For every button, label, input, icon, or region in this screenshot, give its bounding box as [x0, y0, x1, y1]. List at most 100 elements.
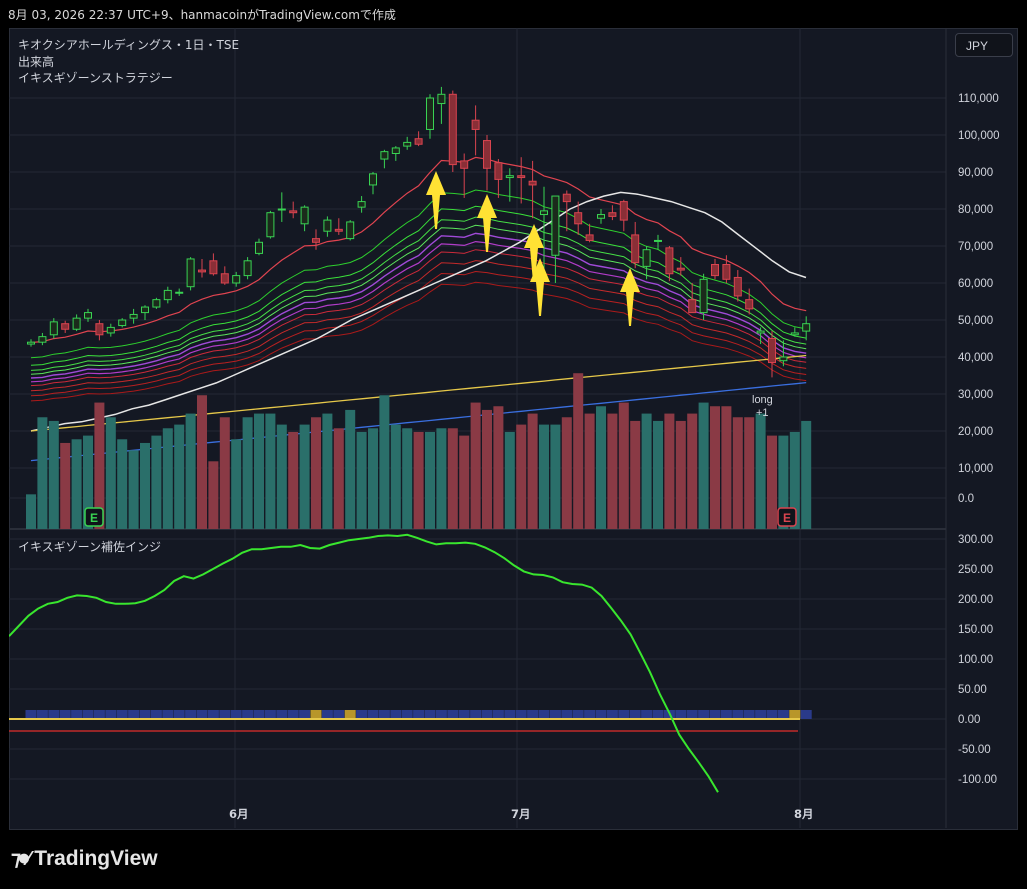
- osc-bar: [549, 710, 561, 719]
- osc-line: [9, 533, 719, 793]
- candle-body: [209, 260, 218, 275]
- osc-bar: [390, 710, 402, 719]
- osc-bar: [196, 710, 208, 719]
- volume-bar: [299, 424, 310, 529]
- volume-bar: [390, 424, 401, 529]
- candle-body: [733, 276, 742, 297]
- candle-body: [346, 221, 355, 240]
- osc-bar: [139, 710, 151, 719]
- candle-body: [790, 332, 799, 336]
- candle-body: [597, 214, 605, 219]
- volume-bar: [128, 450, 139, 529]
- event-marker-icon: E: [90, 511, 98, 525]
- candle-body: [688, 299, 697, 314]
- volume-bar: [539, 424, 549, 529]
- osc-bar: [59, 710, 71, 719]
- osc-bar: [709, 710, 721, 719]
- osc-bar: [230, 710, 242, 719]
- signal-arrow: [524, 224, 544, 282]
- osc-bar: [481, 710, 493, 719]
- osc-bar: [378, 710, 390, 719]
- candle-body: [300, 206, 309, 225]
- candle-body: [243, 260, 252, 277]
- price-tick-label: 70,000: [958, 241, 993, 253]
- legend-indicator[interactable]: イキスギゾーン補佐インジ: [18, 540, 162, 554]
- candle-body: [186, 258, 195, 288]
- volume-bar: [573, 373, 584, 529]
- osc-bar: [82, 710, 94, 719]
- band-line: [30, 240, 807, 383]
- candle-body: [323, 219, 332, 232]
- band-line: [30, 216, 807, 371]
- time-tick-label: 8月: [794, 807, 814, 821]
- candle-body: [437, 93, 446, 105]
- osc-bar: [321, 710, 333, 719]
- signal-markers: long+1 E E: [84, 171, 797, 527]
- chart-canvas[interactable]: long+1 E E 300.00 250.00 200.00 150.00 100.00 5…: [9, 28, 1018, 830]
- moving-average-bands: [30, 156, 807, 462]
- osc-bar: [344, 710, 356, 719]
- osc-bar: [162, 710, 174, 719]
- osc-bar: [367, 710, 379, 719]
- candle-body: [175, 291, 184, 294]
- candle-body: [163, 289, 172, 301]
- event-marker-icon: E: [783, 511, 791, 525]
- legend-symbol[interactable]: キオクシアホールディングス・1日・TSE: [18, 38, 240, 52]
- candle-body: [585, 234, 594, 241]
- osc-tick-label: 100.00: [958, 654, 993, 666]
- osc-tick-label: 0.00: [958, 714, 980, 726]
- price-tick-label: 80,000: [958, 204, 993, 216]
- osc-bar: [287, 710, 299, 719]
- signal-arrow: [426, 171, 446, 229]
- volume-bar: [185, 413, 196, 529]
- osc-tick-label: 50.00: [958, 684, 987, 696]
- legend-volume[interactable]: 出来高: [18, 55, 55, 69]
- volume-bar: [516, 424, 527, 529]
- candle-body: [220, 273, 229, 284]
- volume-bar: [208, 461, 219, 529]
- volume-bar: [789, 431, 800, 529]
- candle-body: [551, 195, 560, 256]
- candle-body: [631, 234, 640, 264]
- osc-bar: [447, 710, 459, 719]
- volume-bar: [242, 417, 253, 529]
- osc-bar: [595, 710, 607, 719]
- osc-bar: [25, 710, 37, 719]
- candle-body: [414, 138, 423, 145]
- band-line: [30, 232, 807, 379]
- band-line: [30, 260, 807, 392]
- price-tick-label: 20,000: [958, 426, 993, 438]
- osc-tick-label: 150.00: [958, 624, 993, 636]
- brand-name: TradingView: [34, 846, 158, 870]
- volume-bar: [744, 417, 755, 529]
- candle-body: [779, 356, 788, 362]
- osc-bar: [36, 710, 48, 719]
- volume-bar: [767, 435, 777, 529]
- candle-body: [357, 201, 366, 208]
- volume-bar: [504, 431, 515, 529]
- volume-bar: [197, 395, 207, 529]
- volume-bar: [288, 431, 299, 529]
- volume-bar: [162, 428, 173, 529]
- osc-bar: [185, 710, 197, 719]
- candle-body: [562, 193, 571, 203]
- candle-body: [654, 239, 662, 242]
- volume-bar: [527, 413, 538, 529]
- legend-strategy[interactable]: イキスギゾーンストラテジー: [18, 71, 173, 85]
- osc-bar: [470, 710, 482, 719]
- signal-arrow: [620, 268, 640, 326]
- osc-bar: [766, 710, 778, 719]
- volume-bar: [732, 417, 743, 529]
- currency-button[interactable]: JPY: [955, 33, 1013, 57]
- candle-body: [460, 160, 469, 169]
- price-tick-label: 90,000: [958, 167, 993, 179]
- candle-body: [642, 249, 651, 267]
- volume-bar: [94, 402, 105, 529]
- price-tick-label: 60,000: [958, 278, 993, 290]
- volume-bar: [333, 428, 344, 529]
- volume-bar: [596, 406, 606, 529]
- osc-bar: [492, 710, 504, 719]
- osc-bar: [299, 710, 311, 719]
- candle-body: [72, 317, 81, 330]
- osc-bar: [527, 710, 539, 719]
